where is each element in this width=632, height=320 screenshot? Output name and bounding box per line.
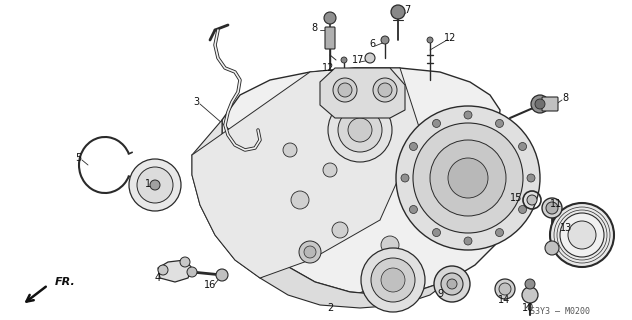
Circle shape <box>338 108 382 152</box>
Circle shape <box>187 267 197 277</box>
Circle shape <box>527 174 535 182</box>
Polygon shape <box>222 68 518 295</box>
Circle shape <box>531 95 549 113</box>
Text: 8: 8 <box>562 93 568 103</box>
Text: 8: 8 <box>311 23 317 33</box>
Text: 7: 7 <box>404 5 410 15</box>
FancyBboxPatch shape <box>325 27 335 49</box>
Circle shape <box>464 111 472 119</box>
Circle shape <box>365 53 375 63</box>
Text: 1: 1 <box>145 179 151 189</box>
Text: 12: 12 <box>322 63 334 73</box>
Text: 3: 3 <box>193 97 199 107</box>
Text: 16: 16 <box>204 280 216 290</box>
Circle shape <box>381 36 389 44</box>
Text: 13: 13 <box>560 223 572 233</box>
Circle shape <box>495 279 515 299</box>
Circle shape <box>495 228 504 236</box>
Circle shape <box>550 203 614 267</box>
Circle shape <box>304 246 316 258</box>
Circle shape <box>410 142 418 150</box>
Circle shape <box>137 167 173 203</box>
Circle shape <box>391 5 405 19</box>
Circle shape <box>361 248 425 312</box>
Circle shape <box>328 98 392 162</box>
Circle shape <box>568 221 596 249</box>
Circle shape <box>542 198 562 218</box>
Circle shape <box>525 279 535 289</box>
Circle shape <box>129 159 181 211</box>
Circle shape <box>432 119 441 127</box>
Circle shape <box>324 12 336 24</box>
Polygon shape <box>320 68 405 118</box>
Circle shape <box>396 106 540 250</box>
Polygon shape <box>260 265 450 308</box>
Circle shape <box>371 258 415 302</box>
Polygon shape <box>192 120 285 278</box>
Circle shape <box>216 269 228 281</box>
Circle shape <box>410 205 418 213</box>
FancyBboxPatch shape <box>542 97 558 111</box>
Circle shape <box>447 279 457 289</box>
Circle shape <box>291 191 309 209</box>
Circle shape <box>434 266 470 302</box>
Text: 9: 9 <box>437 289 443 299</box>
Circle shape <box>519 142 526 150</box>
Circle shape <box>535 99 545 109</box>
Circle shape <box>499 283 511 295</box>
Text: 15: 15 <box>510 193 522 203</box>
Text: 6: 6 <box>369 39 375 49</box>
Circle shape <box>545 241 559 255</box>
Circle shape <box>430 140 506 216</box>
Circle shape <box>333 78 357 102</box>
Circle shape <box>150 180 160 190</box>
Circle shape <box>413 123 523 233</box>
Circle shape <box>432 228 441 236</box>
Circle shape <box>348 118 372 142</box>
Text: S3Y3 – M0200: S3Y3 – M0200 <box>530 308 590 316</box>
Polygon shape <box>192 68 420 278</box>
Circle shape <box>546 202 558 214</box>
Text: 5: 5 <box>75 153 81 163</box>
Circle shape <box>448 158 488 198</box>
Circle shape <box>495 119 504 127</box>
Circle shape <box>323 163 337 177</box>
Circle shape <box>373 78 397 102</box>
Text: 2: 2 <box>327 303 333 313</box>
Text: FR.: FR. <box>55 277 76 287</box>
Circle shape <box>427 37 433 43</box>
Text: 12: 12 <box>444 33 456 43</box>
Circle shape <box>522 287 538 303</box>
Circle shape <box>378 83 392 97</box>
Circle shape <box>158 265 168 275</box>
Circle shape <box>299 241 321 263</box>
Circle shape <box>180 257 190 267</box>
Circle shape <box>381 268 405 292</box>
Circle shape <box>401 174 409 182</box>
Circle shape <box>381 236 399 254</box>
Text: 10: 10 <box>522 303 534 313</box>
Circle shape <box>441 273 463 295</box>
Text: 14: 14 <box>498 295 510 305</box>
Circle shape <box>332 222 348 238</box>
Text: 11: 11 <box>550 199 562 209</box>
Polygon shape <box>158 260 192 282</box>
Circle shape <box>338 83 352 97</box>
Circle shape <box>527 195 537 205</box>
Circle shape <box>519 205 526 213</box>
Text: 4: 4 <box>155 273 161 283</box>
Circle shape <box>560 213 604 257</box>
Circle shape <box>341 57 347 63</box>
Circle shape <box>283 143 297 157</box>
Text: 17: 17 <box>352 55 364 65</box>
Circle shape <box>464 237 472 245</box>
